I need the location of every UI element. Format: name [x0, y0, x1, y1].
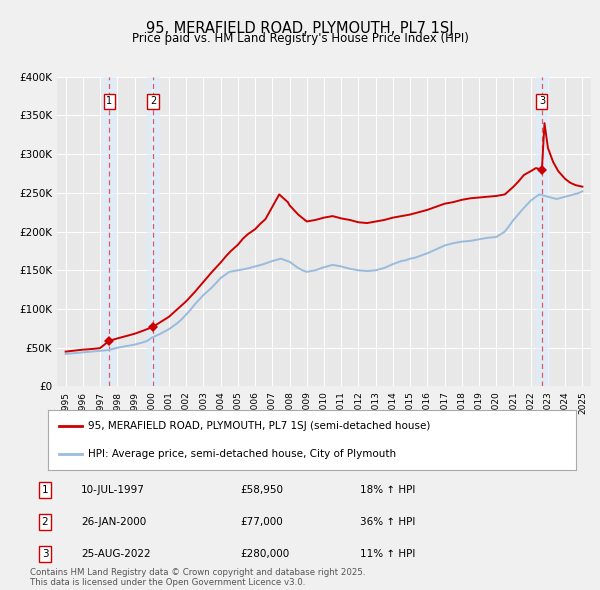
Text: 26-JAN-2000: 26-JAN-2000	[81, 517, 146, 527]
Text: 10-JUL-1997: 10-JUL-1997	[81, 485, 145, 495]
Text: 11% ↑ HPI: 11% ↑ HPI	[360, 549, 415, 559]
Text: 1: 1	[106, 97, 112, 106]
Text: 2: 2	[150, 97, 156, 106]
Text: 1: 1	[41, 485, 49, 495]
Text: 2: 2	[41, 517, 49, 527]
Bar	[103, 77, 115, 386]
Text: 95, MERAFIELD ROAD, PLYMOUTH, PL7 1SJ (semi-detached house): 95, MERAFIELD ROAD, PLYMOUTH, PL7 1SJ (s…	[88, 421, 430, 431]
Text: £280,000: £280,000	[240, 549, 289, 559]
Bar	[147, 77, 159, 386]
Text: Contains HM Land Registry data © Crown copyright and database right 2025.
This d: Contains HM Land Registry data © Crown c…	[30, 568, 365, 587]
Text: 18% ↑ HPI: 18% ↑ HPI	[360, 485, 415, 495]
Text: £58,950: £58,950	[240, 485, 283, 495]
Text: £77,000: £77,000	[240, 517, 283, 527]
Bar	[536, 77, 548, 386]
Text: HPI: Average price, semi-detached house, City of Plymouth: HPI: Average price, semi-detached house,…	[88, 449, 396, 459]
Text: 95, MERAFIELD ROAD, PLYMOUTH, PL7 1SJ: 95, MERAFIELD ROAD, PLYMOUTH, PL7 1SJ	[146, 21, 454, 35]
Text: 25-AUG-2022: 25-AUG-2022	[81, 549, 151, 559]
Text: 36% ↑ HPI: 36% ↑ HPI	[360, 517, 415, 527]
Text: Price paid vs. HM Land Registry's House Price Index (HPI): Price paid vs. HM Land Registry's House …	[131, 32, 469, 45]
Text: 3: 3	[41, 549, 49, 559]
Text: 3: 3	[539, 97, 545, 106]
